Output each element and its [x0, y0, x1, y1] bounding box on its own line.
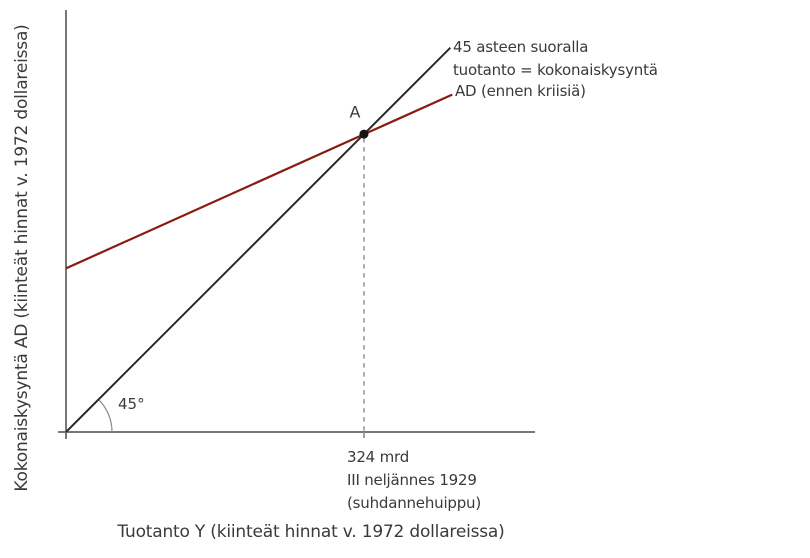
- line-ad: [65, 93, 453, 270]
- line-45-degree: [65, 46, 452, 433]
- x-annotation-quarter: III neljännes 1929: [347, 471, 477, 489]
- angle-45-arc: [98, 399, 113, 433]
- ad-line-legend-label: AD (ennen kriisiä): [455, 82, 586, 100]
- line45-legend-line1: 45 asteen suoralla: [453, 38, 589, 56]
- angle-45-label: 45°: [118, 395, 145, 413]
- equilibrium-point-label: A: [349, 102, 361, 122]
- point-a-dot: [359, 129, 369, 139]
- x-annotation-peak: (suhdannehuippu): [347, 494, 482, 512]
- x-axis-label: Tuotanto Y (kiinteät hinnat v. 1972 doll…: [117, 522, 505, 542]
- y-axis-label: Kokonaiskysyntä AD (kiinteät hinnat v. 1…: [12, 24, 32, 492]
- x-axis-annotation: 324 mrd III neljännes 1929 (suhdannehuip…: [347, 446, 481, 515]
- x-annotation-value: 324 mrd: [347, 448, 410, 466]
- line45-legend-line2: tuotanto = kokonaiskysyntä: [453, 61, 658, 79]
- line45-legend-label: 45 asteen suoralla tuotanto = kokonaisky…: [453, 36, 658, 82]
